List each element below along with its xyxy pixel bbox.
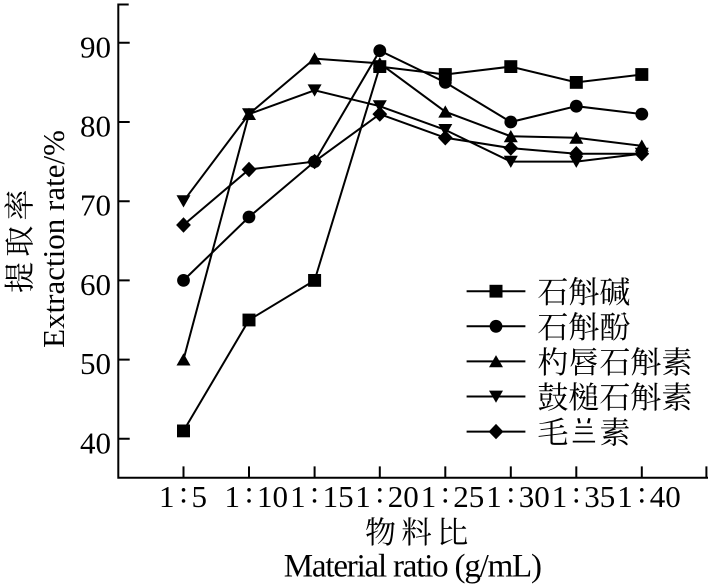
svg-text:Extraction rate/%: Extraction rate/% [36, 130, 71, 348]
svg-text::: : [245, 474, 254, 509]
svg-text::: : [375, 474, 384, 509]
svg-text::: : [179, 474, 188, 509]
svg-text:5: 5 [192, 479, 208, 514]
svg-text:1: 1 [159, 479, 175, 514]
svg-text:90: 90 [80, 29, 111, 64]
svg-text:1: 1 [617, 479, 633, 514]
svg-text::: : [506, 474, 515, 509]
svg-text::: : [310, 474, 319, 509]
svg-text:15: 15 [323, 479, 354, 514]
svg-text:20: 20 [388, 479, 419, 514]
svg-text:1: 1 [225, 479, 241, 514]
svg-text::: : [572, 474, 581, 509]
svg-text:40: 40 [80, 425, 111, 460]
svg-text:40: 40 [650, 479, 681, 514]
svg-text:35: 35 [584, 479, 615, 514]
svg-text:80: 80 [80, 109, 111, 144]
svg-text:1: 1 [290, 479, 306, 514]
svg-text:50: 50 [80, 346, 111, 381]
svg-text:1: 1 [355, 479, 371, 514]
svg-text:25: 25 [453, 479, 484, 514]
svg-text:1: 1 [486, 479, 502, 514]
svg-text::: : [441, 474, 450, 509]
svg-text:10: 10 [257, 479, 288, 514]
svg-text:1: 1 [552, 479, 568, 514]
svg-text:60: 60 [80, 267, 111, 302]
svg-text:Material ratio (g/mL): Material ratio (g/mL) [284, 549, 541, 585]
svg-text::: : [637, 474, 646, 509]
svg-text:30: 30 [519, 479, 550, 514]
svg-text:1: 1 [421, 479, 437, 514]
svg-text:70: 70 [80, 188, 111, 223]
